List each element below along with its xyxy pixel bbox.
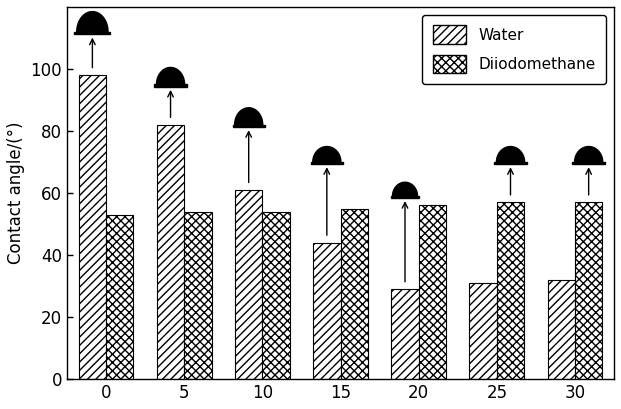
Y-axis label: Contact angle/(°): Contact angle/(°)	[7, 122, 25, 264]
Bar	[232, 125, 265, 127]
Polygon shape	[156, 67, 184, 85]
Bar	[340, 209, 368, 379]
Polygon shape	[574, 146, 603, 162]
Bar	[391, 196, 419, 198]
Polygon shape	[235, 108, 263, 125]
Bar	[469, 283, 497, 379]
Bar	[79, 75, 106, 379]
Bar	[313, 243, 340, 379]
Polygon shape	[392, 182, 417, 196]
Bar	[106, 215, 134, 379]
Bar	[419, 205, 446, 379]
Bar	[391, 289, 419, 379]
Polygon shape	[496, 146, 525, 162]
Bar	[157, 125, 184, 379]
Bar	[235, 190, 262, 379]
Bar	[573, 162, 605, 164]
Bar	[75, 32, 111, 34]
Bar	[310, 162, 343, 164]
Bar	[548, 280, 575, 379]
Bar	[575, 202, 602, 379]
Polygon shape	[77, 11, 108, 32]
Bar	[184, 212, 212, 379]
Bar	[262, 212, 290, 379]
Bar	[497, 202, 524, 379]
Legend: Water, Diiodomethane: Water, Diiodomethane	[422, 15, 607, 84]
Bar	[494, 162, 527, 164]
Bar	[155, 85, 187, 87]
Polygon shape	[313, 146, 341, 162]
